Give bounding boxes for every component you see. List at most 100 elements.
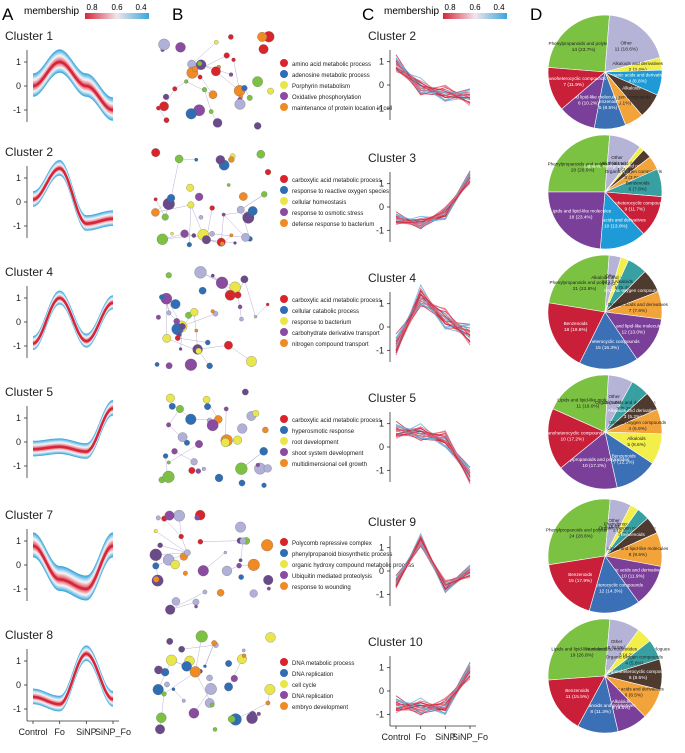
- y-tick-label: 0: [16, 560, 21, 570]
- pie-slice-label: Organoheterocyclic compounds: [575, 339, 640, 344]
- network-node: [194, 328, 199, 333]
- profile-line: [395, 62, 471, 98]
- legend-label: cellular homeostasis: [292, 200, 346, 206]
- network-node: [221, 212, 226, 217]
- profile-line: [395, 431, 471, 484]
- network-edge: [181, 644, 216, 650]
- y-tick-label: 1: [379, 299, 384, 309]
- network-node: [170, 559, 180, 570]
- network-node: [198, 215, 204, 220]
- network-node: [188, 467, 196, 474]
- profile-line: [395, 298, 471, 353]
- network-node: [190, 458, 198, 466]
- pie-slice: [547, 498, 611, 566]
- network-node: [192, 598, 200, 606]
- network-node: [180, 229, 189, 238]
- cluster-title: Cluster 3: [368, 151, 416, 165]
- y-tick-label: -1: [13, 221, 21, 231]
- network-edge: [159, 693, 165, 730]
- network-node: [181, 698, 186, 703]
- pie-slice-label: Other: [608, 518, 620, 523]
- network-node: [174, 154, 184, 164]
- network-node: [161, 213, 169, 221]
- pie-slice-value: 10 (13.0%): [604, 223, 628, 229]
- pie-slice-label: Phenylpropanoids: [604, 522, 641, 527]
- profile-line: [395, 300, 471, 344]
- pie-slice-value: 10 (17.2%): [582, 463, 606, 469]
- y-tick-label: 1: [16, 293, 21, 303]
- y-tick-label: -1: [376, 103, 384, 113]
- network-node: [209, 205, 215, 211]
- membership-label-a: membership: [24, 6, 79, 17]
- network-node: [225, 660, 232, 667]
- membership-colorbar-c: [443, 13, 507, 19]
- network-node: [241, 85, 248, 92]
- legend-swatch: [280, 571, 288, 579]
- pie-slice-label: Benzenoids: [564, 321, 589, 326]
- network-node: [202, 395, 211, 404]
- network-node: [233, 435, 243, 445]
- network-edge: [200, 540, 240, 542]
- pie-slice-label: Organic oxygen compounds: [604, 288, 662, 293]
- pie-slice: [552, 374, 609, 433]
- legend-swatch: [280, 448, 288, 456]
- network-node: [265, 632, 276, 643]
- network-node: [259, 447, 268, 456]
- network-node: [170, 231, 174, 236]
- pie-slice-label: Organic oxygen compounds: [599, 526, 657, 531]
- network-node: [189, 666, 201, 678]
- network-edge: [195, 636, 202, 672]
- legend-label: cellular catabolic process: [292, 309, 359, 315]
- network-node: [171, 687, 176, 691]
- centroid-line: [33, 407, 114, 453]
- network-node: [162, 470, 175, 483]
- network-node: [209, 702, 215, 708]
- network-node: [194, 514, 200, 521]
- legend-label: Ubiquitin mediated proteolysis: [292, 574, 372, 580]
- pie-slice-label: Organic oxygen compounds: [606, 655, 664, 660]
- pie-slice-value: 3 (5.2%): [624, 414, 643, 420]
- network-node: [234, 291, 242, 299]
- pie-slice-value: 24 (28.6%): [569, 533, 593, 539]
- x-tick-label: SiNP_Fo: [95, 727, 131, 737]
- network-node: [241, 648, 246, 653]
- line-chart-a-2: Cluster 2 1 0 -1: [5, 145, 113, 238]
- pie-slice-value: 4 (5.6%): [625, 661, 644, 667]
- y-tick-label: 1: [16, 413, 21, 423]
- network-node: [212, 118, 223, 128]
- network-edge: [155, 204, 191, 213]
- network-node: [162, 453, 169, 459]
- y-tick-label: 0: [379, 686, 384, 696]
- network-node: [263, 464, 272, 473]
- network-node: [201, 87, 208, 93]
- network-node: [203, 664, 207, 668]
- profile-line: [395, 669, 471, 712]
- network-node: [239, 316, 244, 322]
- legend-swatch: [280, 658, 288, 666]
- pie-slice-label: Phenylpropanoids and polyketides: [566, 703, 637, 708]
- pie-slice-value: 7 (9.1%): [608, 161, 627, 167]
- network-node: [223, 550, 227, 555]
- profile-line: [395, 178, 471, 223]
- network-node: [227, 715, 236, 723]
- legend-swatch: [280, 219, 288, 227]
- pie-slice: [547, 408, 606, 469]
- network-node: [233, 241, 237, 245]
- profile-line: [395, 430, 471, 482]
- network-node: [195, 347, 202, 355]
- cluster-title: Cluster 2: [368, 29, 416, 43]
- network-edge: [168, 443, 200, 463]
- network-node: [191, 65, 198, 73]
- network-edge: [220, 214, 224, 243]
- network-node: [249, 589, 258, 598]
- network-edge: [223, 214, 246, 238]
- pie-slice-value: 11 (18.6%): [615, 47, 639, 53]
- network-node: [164, 681, 170, 688]
- pie-slice: [547, 191, 606, 250]
- network-node: [173, 318, 180, 325]
- legend-label: DNA replication: [292, 694, 333, 700]
- y-tick-label: 0: [379, 566, 384, 576]
- panel-letter-a: A: [2, 5, 14, 24]
